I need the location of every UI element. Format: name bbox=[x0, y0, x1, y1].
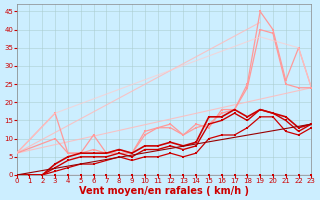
X-axis label: Vent moyen/en rafales ( km/h ): Vent moyen/en rafales ( km/h ) bbox=[79, 186, 249, 196]
